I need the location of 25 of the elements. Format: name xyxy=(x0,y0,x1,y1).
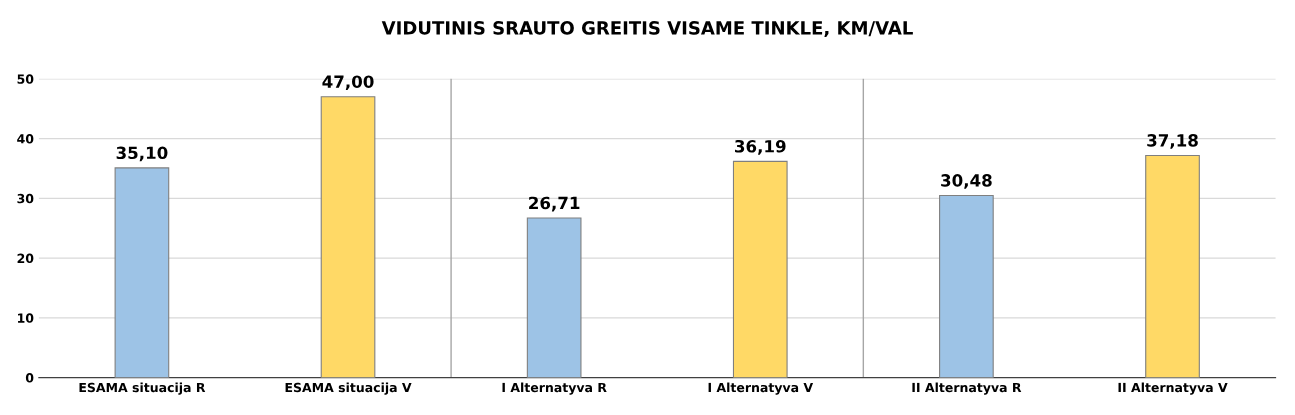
y-tick-label: 30 xyxy=(17,193,34,204)
y-tick-label: 40 xyxy=(17,134,34,144)
y-tick-label: 50 xyxy=(17,74,34,84)
x-tick-label: II Alternatyva R xyxy=(912,382,1022,395)
bar xyxy=(1145,154,1200,378)
data-label: 26,71 xyxy=(529,196,580,212)
bar xyxy=(526,217,582,378)
data-label: 30,48 xyxy=(941,174,992,189)
data-label: 37,18 xyxy=(1147,134,1198,149)
data-label: 35,10 xyxy=(116,146,168,162)
y-tick-label: 10 xyxy=(18,313,34,323)
x-tick-label: I Alternatyva V xyxy=(708,382,814,395)
bar xyxy=(732,160,788,378)
bar xyxy=(114,167,170,378)
y-tick-label: 0 xyxy=(25,373,34,383)
bar xyxy=(320,96,376,378)
y-tick-label: 20 xyxy=(17,253,34,264)
bar xyxy=(939,194,994,378)
chart-title: VIDUTINIS SRAUTO GREITIS VISAME TINKLE, KM/VAL xyxy=(381,21,913,38)
x-tick-label: I Alternatyva R xyxy=(502,382,607,395)
x-tick-label: ESAMA situacija V xyxy=(285,382,412,395)
x-tick-label: ESAMA situacija R xyxy=(79,382,206,395)
x-tick-label: II Alternatyva V xyxy=(1118,382,1228,395)
data-label: 47,00 xyxy=(322,75,374,91)
data-label: 36,19 xyxy=(735,139,786,155)
